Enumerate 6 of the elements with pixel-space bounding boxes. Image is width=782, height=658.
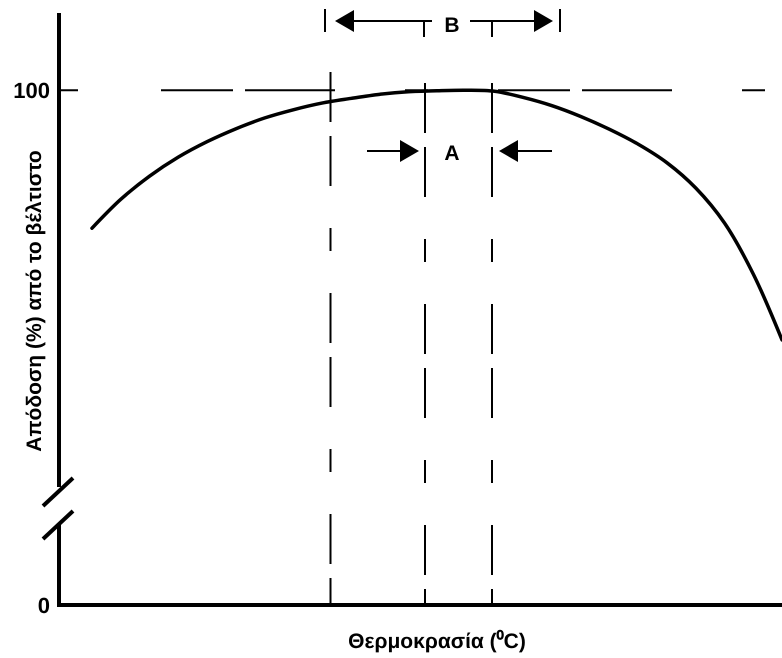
annotation: B xyxy=(444,14,460,37)
y-tick-label: 0 xyxy=(38,593,50,618)
y-axis-title: Απόδοση (%) από το βέλτιστο xyxy=(23,150,46,452)
y-tick-label: 100 xyxy=(13,78,50,104)
annotation: A xyxy=(444,142,460,165)
x-axis-title: Θερμοκρασία (⁰C) xyxy=(348,629,526,653)
